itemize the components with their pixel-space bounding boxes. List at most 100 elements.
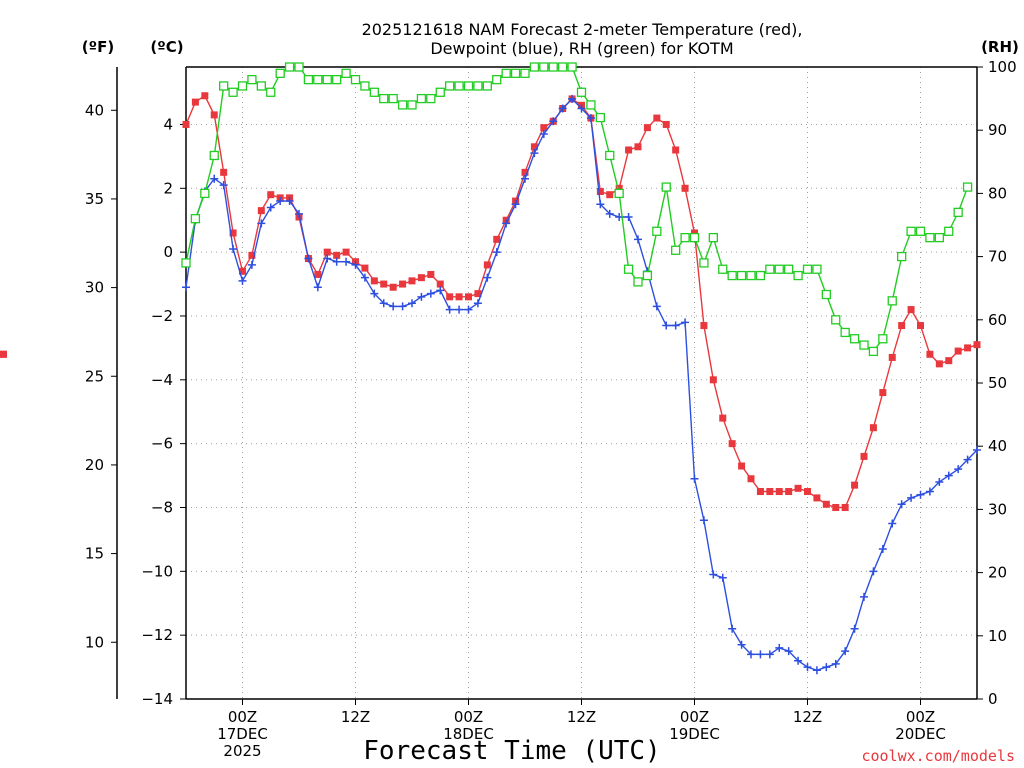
dewpoint-point: [313, 283, 322, 292]
temp-point: [483, 261, 491, 269]
rh-point: [793, 270, 803, 281]
rh-point: [689, 232, 700, 243]
temp-point: [822, 500, 830, 508]
temp-point: [191, 98, 199, 106]
rh-point: [699, 258, 709, 268]
temp-point: [672, 146, 680, 154]
rh-point: [755, 270, 766, 281]
dewpoint-point: [360, 273, 369, 282]
dewpoint-point: [869, 567, 878, 576]
dewpoint-point: [652, 302, 661, 311]
dewpoint-point: [897, 500, 906, 509]
credit-label: coolwx.com/models: [861, 747, 1015, 765]
dewpoint-point: [295, 209, 303, 218]
temp-point: [229, 229, 237, 237]
rh-point: [539, 62, 549, 72]
rh-unit-label: (RH): [981, 38, 1019, 56]
dewpoint-point: [426, 289, 435, 298]
temp-point: [0, 350, 7, 358]
dewpoint-point: [765, 650, 774, 659]
rh-point: [473, 81, 483, 91]
rh-point: [369, 87, 379, 97]
rh-point: [746, 270, 756, 281]
rh-point: [708, 232, 718, 243]
temp-point: [681, 184, 689, 192]
dewpoint-point: [586, 114, 595, 123]
rh-point: [341, 68, 351, 78]
celsius-tick-label: −12: [141, 626, 173, 644]
temp-point: [935, 360, 943, 368]
dewpoint-point: [822, 663, 831, 672]
dewpoint-point: [539, 130, 548, 139]
dewpoint-point: [238, 276, 247, 285]
time-tick-label: 12Z: [793, 708, 822, 726]
temp-point: [436, 280, 444, 288]
dewpoint-point: [247, 260, 256, 269]
dewpoint-point: [756, 650, 765, 659]
rh-point: [397, 100, 408, 110]
dewpoint-point: [323, 254, 332, 263]
time-tick-label: 00Z: [228, 708, 257, 726]
temp-point: [427, 270, 435, 278]
dewpoint-point: [954, 465, 963, 474]
rh-point: [765, 264, 775, 274]
temp-point: [954, 347, 962, 355]
dewpoint-point: [605, 209, 614, 218]
temp-point: [380, 280, 388, 288]
celsius-tick-label: −8: [151, 498, 173, 516]
time-tick-label: 2025: [223, 742, 261, 760]
rh-point: [237, 81, 248, 91]
rh-point: [219, 81, 229, 91]
temp-point: [653, 114, 661, 122]
dewpoint-point: [634, 235, 642, 244]
rh-point: [379, 93, 389, 104]
fahrenheit-unit-label: (ºF): [82, 38, 114, 56]
rh-point: [652, 226, 662, 236]
temp-point: [794, 484, 802, 492]
dewpoint-point: [709, 570, 718, 579]
rh-point: [868, 346, 879, 357]
dewpoint-point: [398, 302, 407, 311]
temp-point: [182, 120, 190, 128]
rh-point: [284, 62, 295, 72]
rh-point: [897, 251, 907, 262]
dewpoint-point: [511, 200, 520, 209]
temp-point: [888, 353, 896, 361]
dewpoint-point: [229, 244, 238, 253]
time-tick-label: 18DEC: [443, 725, 494, 743]
rh-tick-label: 50: [988, 374, 1007, 392]
time-tick-label: 00Z: [906, 708, 935, 726]
time-tick-label: 00Z: [680, 708, 709, 726]
rh-point: [633, 277, 643, 287]
temp-point: [625, 146, 633, 154]
dewpoint-point: [907, 493, 916, 502]
dewpoint-point: [784, 647, 793, 656]
dewpoint-point: [831, 659, 840, 668]
rh-point: [784, 264, 794, 274]
dewpoint-point: [624, 213, 633, 222]
dewpoint-point: [370, 289, 379, 298]
rh-point: [228, 87, 238, 97]
rh-point: [953, 207, 963, 218]
temp-point: [926, 350, 934, 358]
dewpoint-point: [332, 257, 341, 266]
rh-point: [407, 100, 417, 110]
rh-point: [934, 232, 944, 243]
temp-point: [691, 229, 698, 237]
rh-point: [247, 74, 257, 85]
temp-point: [201, 92, 209, 100]
rh-point: [586, 100, 596, 110]
temp-point: [907, 306, 915, 314]
celsius-tick-label: −4: [151, 371, 173, 389]
dewpoint-point: [492, 248, 501, 257]
fahrenheit-tick-label: 25: [85, 367, 104, 385]
temp-point: [973, 341, 981, 349]
dewpoint-point: [483, 273, 492, 282]
rh-point: [332, 74, 342, 85]
dewpoint-point: [596, 200, 605, 209]
rh-tick-label: 60: [988, 311, 1007, 329]
dewpoint-point: [445, 305, 454, 314]
dewpoint-point: [379, 299, 388, 308]
temp-point: [898, 322, 906, 330]
data-series: [0, 62, 981, 675]
